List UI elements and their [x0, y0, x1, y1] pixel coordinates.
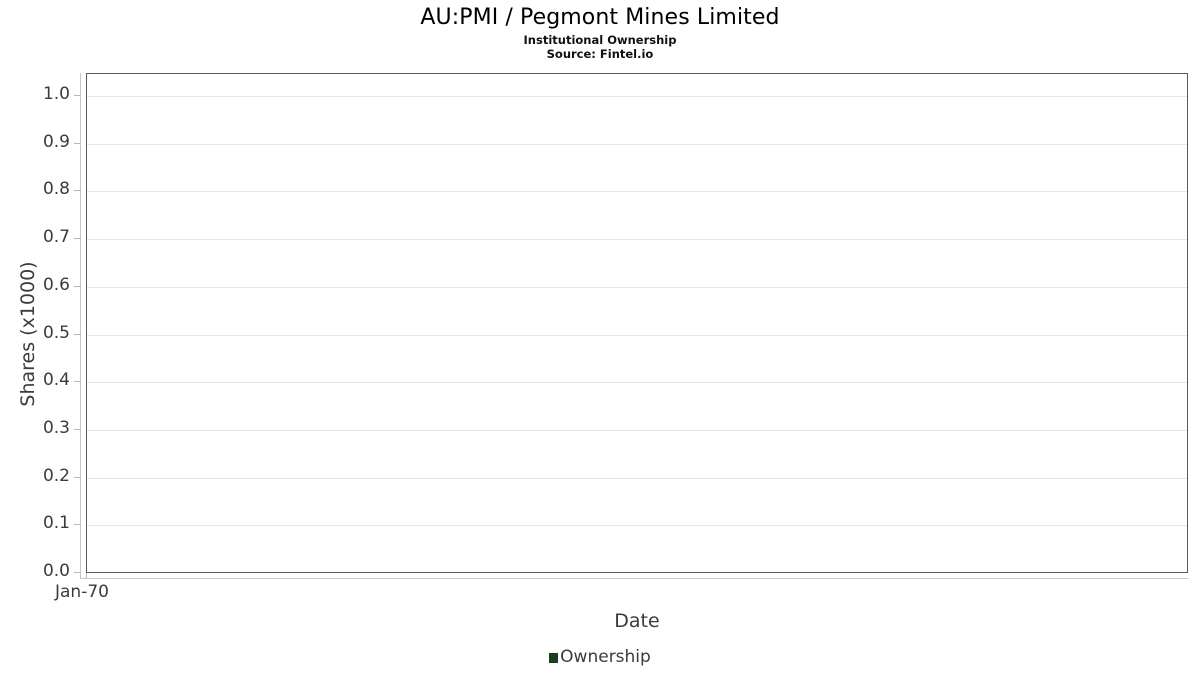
y-axis-tick	[74, 572, 81, 573]
y-axis-tick	[74, 142, 81, 144]
y-axis-tick-label: 0.8	[42, 179, 70, 200]
y-axis-tick	[74, 428, 81, 430]
y-axis-tick-label: 0.0	[42, 561, 70, 581]
y-axis-tick-label: 0.5	[42, 322, 70, 343]
y-axis-tick	[74, 524, 81, 526]
y-axis-tick	[74, 238, 81, 240]
gridline	[87, 429, 1187, 431]
y-axis-tick-label: 0.1	[42, 513, 70, 534]
y-axis-tick-label: 0.9	[42, 131, 70, 152]
gridline	[87, 143, 1187, 145]
legend-item-ownership[interactable]: Ownership	[549, 648, 651, 667]
x-axis-title: Date	[614, 610, 660, 632]
gridline	[87, 191, 1187, 193]
y-axis-tick-label: 0.2	[42, 465, 70, 486]
plot-area	[86, 73, 1188, 573]
chart-subtitle: Institutional Ownership	[523, 33, 677, 47]
legend-item-label: Ownership	[560, 647, 651, 667]
title-block: AU:PMI / Pegmont Mines Limited Instituti…	[0, 0, 1200, 61]
gridline	[87, 96, 1187, 97]
y-axis-tick	[74, 476, 81, 478]
x-axis-tick	[86, 573, 87, 579]
y-axis-tick	[74, 381, 81, 383]
gridline	[87, 239, 1187, 241]
chart-legend: Ownership	[0, 648, 1200, 667]
y-axis-title: Shares (x1000)	[17, 261, 39, 407]
x-axis-line	[80, 578, 1188, 579]
chart-source-label: Source: Fintel.io	[546, 47, 654, 61]
gridline	[87, 334, 1187, 336]
legend-swatch-icon	[549, 652, 559, 663]
gridline	[87, 382, 1187, 384]
y-axis-tick-label: 1.0	[42, 84, 70, 104]
chart-title: AU:PMI / Pegmont Mines Limited	[420, 5, 780, 30]
series-layer	[87, 74, 1187, 572]
gridline	[87, 286, 1187, 288]
y-axis-line	[80, 73, 81, 578]
y-axis-tick	[74, 190, 81, 192]
y-axis-tick	[74, 95, 81, 96]
y-axis-tick-label: 0.3	[42, 417, 70, 438]
y-axis-tick	[74, 333, 81, 335]
y-axis-tick-label: 0.4	[42, 370, 70, 391]
gridline	[87, 525, 1187, 527]
y-axis-tick	[74, 285, 81, 287]
y-axis-tick-label: 0.6	[42, 274, 70, 295]
gridline	[87, 477, 1187, 479]
y-axis-tick-label: 0.7	[42, 227, 70, 248]
x-axis-tick-label: Jan-70	[55, 582, 109, 602]
